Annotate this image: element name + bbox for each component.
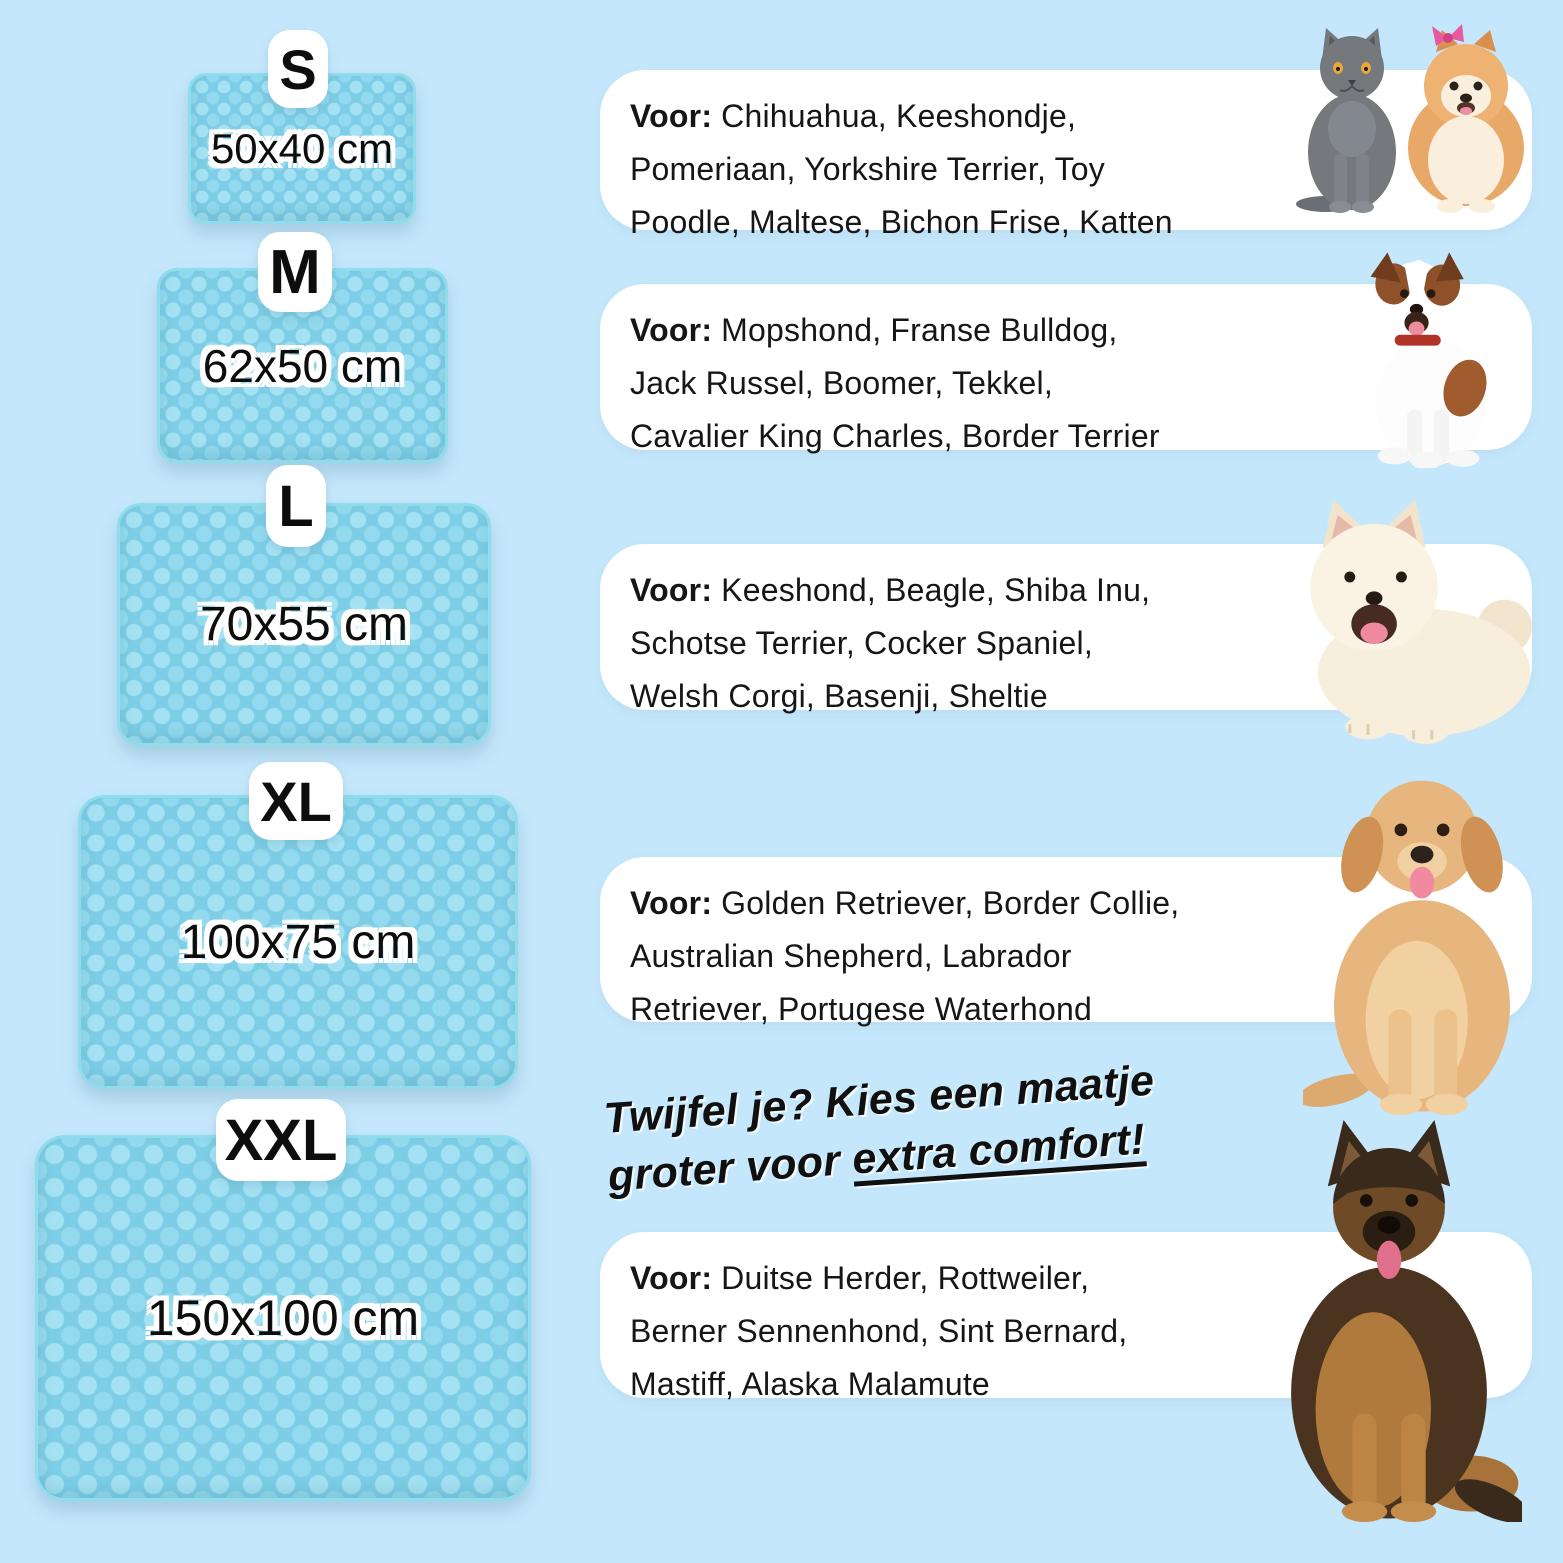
golden-retriever-illustration — [1303, 780, 1510, 1115]
mat-dimensions-xl: 100x75 cm — [180, 915, 416, 969]
breed-line: Schotse Terrier, Cocker Spaniel, — [630, 625, 1093, 661]
size-badge-m: M — [258, 232, 332, 312]
cooling-mat-l: 70x55 cm — [117, 503, 491, 746]
breed-line: Golden Retriever, Border Collie, — [721, 885, 1180, 921]
size-badge-s: S — [268, 30, 328, 108]
voor-label: Voor: — [630, 572, 713, 608]
size-badge-xxl: XXL — [216, 1099, 346, 1181]
breed-line: Mopshond, Franse Bulldog, — [721, 312, 1118, 348]
mat-dimensions-l: 70x55 cm — [199, 598, 409, 651]
jack-russell-illustration — [1370, 252, 1487, 468]
info-box-m: Voor: Mopshond, Franse Bulldog, Jack Russ… — [600, 284, 1532, 454]
voor-label: Voor: — [630, 885, 713, 921]
mat-dimensions-xxl: 150x100 cm — [146, 1290, 420, 1346]
golden-retriever-icon — [1303, 780, 1510, 1115]
breed-line: Retriever, Portugese Waterhond — [630, 991, 1092, 1027]
voor-label: Voor: — [630, 312, 713, 348]
breed-line: Berner Sennenhond, Sint Bernard, — [630, 1313, 1128, 1349]
breed-line: Mastiff, Alaska Malamute — [630, 1366, 990, 1402]
german-shepherd-photo — [1256, 1120, 1522, 1522]
breed-list-l: Voor: Keeshond, Beagle, Shiba Inu, Schots… — [600, 544, 1532, 723]
breed-line: Australian Shepherd, Labrador — [630, 938, 1072, 974]
breed-line: Cavalier King Charles, Border Terrier — [630, 418, 1160, 454]
cat-and-pomeranian-illustration — [1296, 24, 1524, 213]
shiba-inu-icon — [1310, 499, 1532, 744]
breed-line: Poodle, Maltese, Bichon Frise, Katten — [630, 204, 1173, 240]
size-badge-l: L — [266, 465, 326, 547]
pomeranian-icon — [1408, 24, 1524, 213]
breed-line: Keeshond, Beagle, Shiba Inu, — [721, 572, 1151, 608]
breed-line: Pomeriaan, Yorkshire Terrier, Toy — [630, 151, 1105, 187]
breed-list-m: Voor: Mopshond, Franse Bulldog, Jack Russ… — [600, 284, 1532, 463]
cooling-mat-xl: 100x75 cm — [78, 795, 518, 1089]
cooling-mat-xxl: 150x100 cm — [35, 1135, 531, 1501]
shiba-inu-photo — [1280, 498, 1538, 750]
voor-label: Voor: — [630, 98, 713, 134]
breed-list-s: Voor: Chihuahua, Keeshondje, Pomeriaan, Y… — [600, 70, 1532, 249]
breed-list-xl: Voor: Golden Retriever, Border Collie, Au… — [600, 857, 1532, 1036]
breed-line: Jack Russel, Boomer, Tekkel, — [630, 365, 1053, 401]
mat-dimensions-s: 50x40 cm — [210, 124, 394, 172]
breed-line: Welsh Corgi, Basenji, Sheltie — [630, 678, 1048, 714]
voor-label: Voor: — [630, 1260, 713, 1296]
cat-icon — [1296, 28, 1396, 213]
shiba-inu-illustration — [1310, 499, 1532, 744]
cat-and-pomeranian-photo — [1290, 24, 1542, 216]
jack-russell-icon — [1370, 252, 1487, 468]
info-box-xxl: Voor: Duitse Herder, Rottweiler, Berner S… — [600, 1232, 1532, 1402]
jack-russell-photo — [1336, 250, 1514, 468]
golden-retriever-photo — [1303, 763, 1541, 1115]
german-shepherd-icon — [1291, 1120, 1522, 1522]
size-badge-xl: XL — [249, 762, 343, 840]
german-shepherd-illustration — [1291, 1120, 1522, 1522]
breed-line: Duitse Herder, Rottweiler, — [721, 1260, 1090, 1296]
breed-list-xxl: Voor: Duitse Herder, Rottweiler, Berner S… — [600, 1232, 1532, 1411]
mat-dimensions-m: 62x50 cm — [202, 339, 403, 392]
sizing-advice-note: Twijfel je? Kies een maatje groter voor … — [602, 1045, 1249, 1205]
breed-line: Chihuahua, Keeshondje, — [721, 98, 1077, 134]
